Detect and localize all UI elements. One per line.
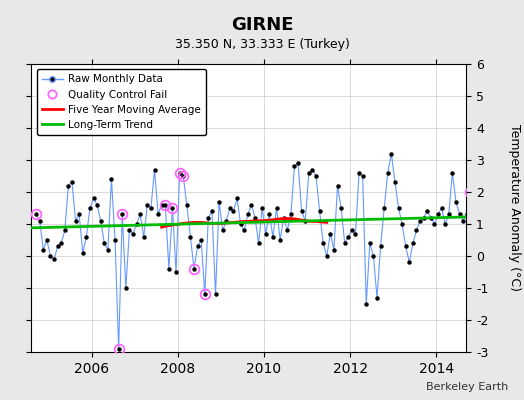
Legend: Raw Monthly Data, Quality Control Fail, Five Year Moving Average, Long-Term Tren: Raw Monthly Data, Quality Control Fail, … bbox=[37, 69, 206, 135]
Text: GIRNE: GIRNE bbox=[231, 16, 293, 34]
Text: 35.350 N, 33.333 E (Turkey): 35.350 N, 33.333 E (Turkey) bbox=[174, 38, 350, 51]
Y-axis label: Temperature Anomaly (°C): Temperature Anomaly (°C) bbox=[508, 124, 521, 292]
Text: Berkeley Earth: Berkeley Earth bbox=[426, 382, 508, 392]
